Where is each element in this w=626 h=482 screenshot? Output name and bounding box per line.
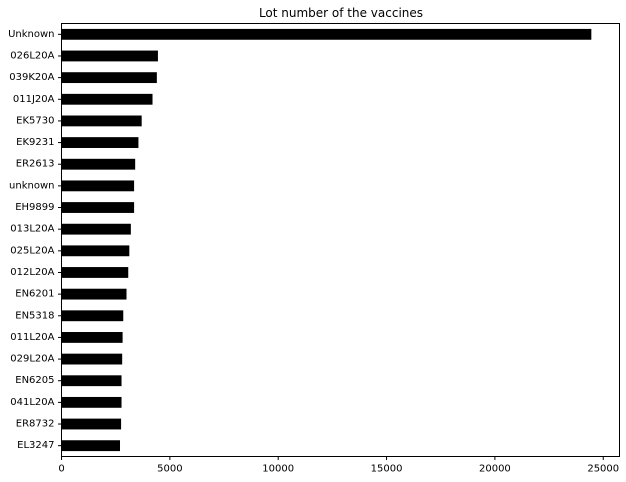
bar-er8732-18 xyxy=(61,418,122,430)
bar-el3247-19 xyxy=(61,440,121,452)
x-tick-label: 5000 xyxy=(157,464,182,475)
y-tick-label: 012L20A xyxy=(10,267,54,278)
bar-ek5730-4 xyxy=(61,115,142,127)
y-tick-label: 039K20A xyxy=(9,72,54,83)
x-axis: 0 5000 10000 15000 20000 25000 xyxy=(58,456,619,475)
y-tick-label: EN5318 xyxy=(15,310,54,321)
bar-013l20a-9 xyxy=(61,223,131,235)
bar-en6205-16 xyxy=(61,375,122,387)
x-tick-label: 20000 xyxy=(479,464,511,475)
bar-en6201-12 xyxy=(61,288,127,300)
y-tick-label: EK5730 xyxy=(16,115,54,126)
bar-039k20a-2 xyxy=(61,72,157,84)
bar-unknown-7 xyxy=(61,180,135,192)
bar-ek9231-5 xyxy=(61,137,139,148)
y-tick-label: EK9231 xyxy=(16,137,54,148)
x-tick-label: 15000 xyxy=(371,464,403,475)
y-tick-label: 029L20A xyxy=(10,354,54,365)
y-tick-label: 026L20A xyxy=(10,50,54,61)
y-tick-label: 011L20A xyxy=(10,332,54,343)
y-tick-label: EH9899 xyxy=(15,202,54,213)
bar-011l20a-14 xyxy=(61,332,123,343)
x-tick-label: 10000 xyxy=(262,464,294,475)
bar-026l20a-1 xyxy=(61,50,158,62)
y-tick-label: unknown xyxy=(9,180,54,191)
y-tick-label: EN6205 xyxy=(15,375,54,386)
y-tick-label: 025L20A xyxy=(10,245,54,256)
y-tick-label: ER8732 xyxy=(16,419,55,430)
y-tick-label: Unknown xyxy=(8,29,54,40)
bar-029l20a-15 xyxy=(61,353,123,365)
plot-frame xyxy=(61,23,620,457)
bar-025l20a-10 xyxy=(61,245,130,257)
y-tick-label: 011J20A xyxy=(13,94,55,105)
y-tick-label: 041L20A xyxy=(10,397,54,408)
y-tick-label: EN6201 xyxy=(15,289,54,300)
bar-en5318-13 xyxy=(61,310,124,322)
bar-er2613-6 xyxy=(61,158,136,170)
chart-title: Lot number of the vaccines xyxy=(259,6,423,20)
y-axis: Unknown 026L20A 039K20A 011J20A EK5730 EK9231… xyxy=(8,29,62,451)
x-tick-label: 0 xyxy=(58,464,64,475)
bar-unknown-0 xyxy=(61,28,592,40)
y-tick-label: ER2613 xyxy=(16,159,55,170)
bar-011j20a-3 xyxy=(61,93,153,105)
bar-041l20a-17 xyxy=(61,396,122,408)
y-tick-label: 013L20A xyxy=(10,224,54,235)
x-tick-label: 25000 xyxy=(587,464,619,475)
bar-eh9899-8 xyxy=(61,202,135,213)
y-tick-label: EL3247 xyxy=(17,440,54,451)
bars-layer xyxy=(61,28,592,452)
bar-012l20a-11 xyxy=(61,267,129,278)
